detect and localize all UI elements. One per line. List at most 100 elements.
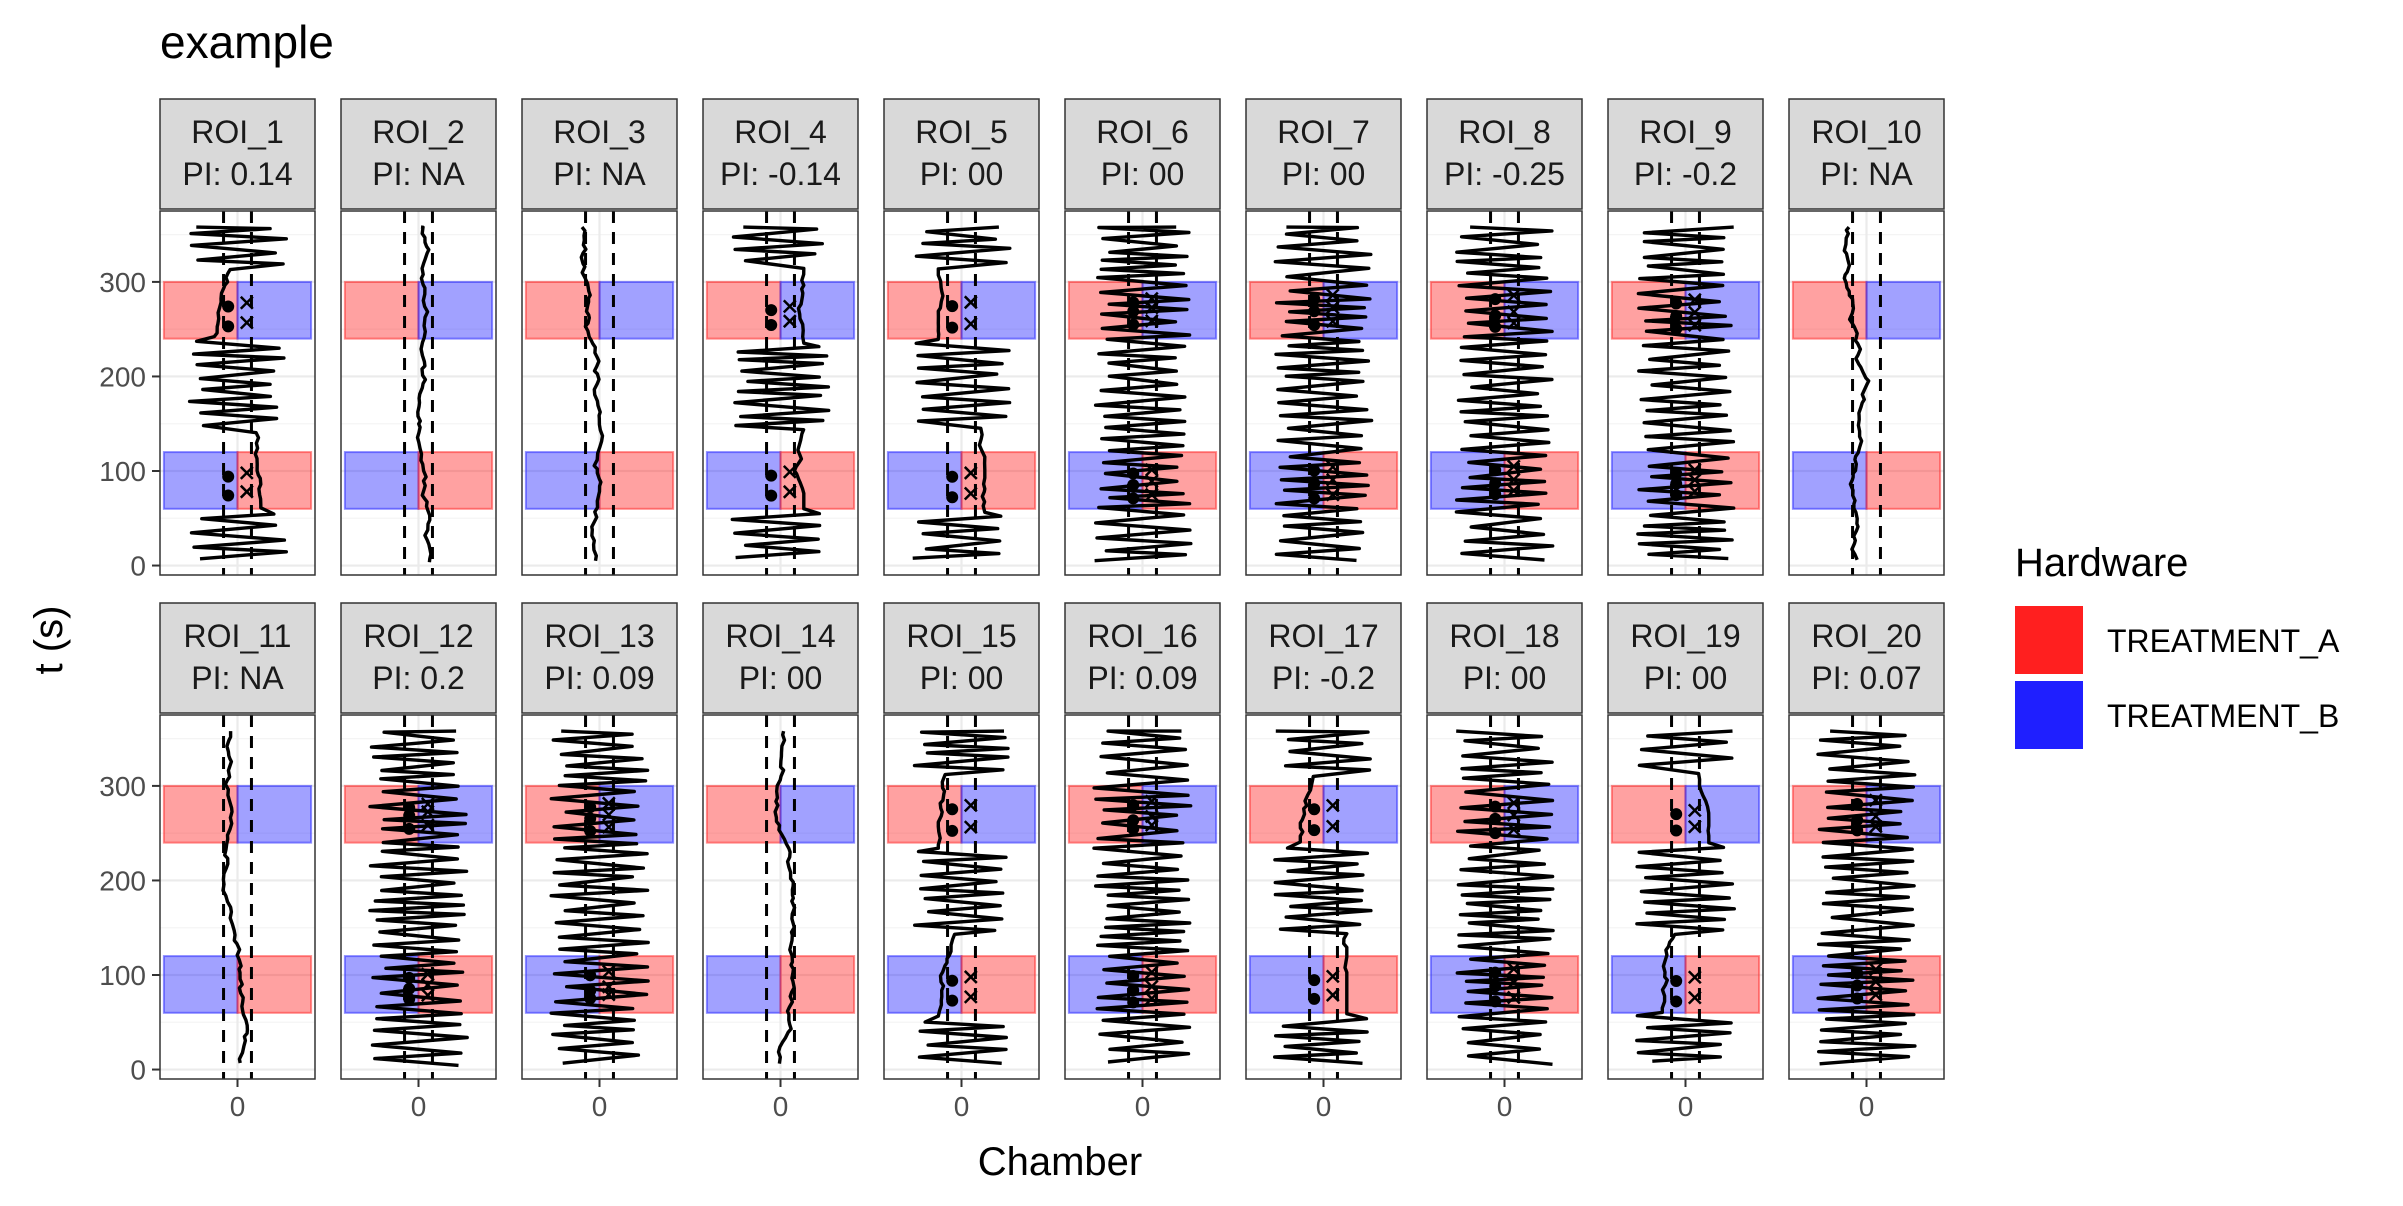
- event-dot-marker: [1670, 808, 1683, 821]
- stimulus-region: [236, 784, 313, 844]
- facet-panel: ROI_8 PI: -0.25: [1426, 98, 1583, 576]
- facet-strip: [1426, 602, 1583, 714]
- event-dot-marker: [1127, 984, 1140, 997]
- facet-strip: [1064, 602, 1221, 714]
- facet-strip: [1788, 602, 1945, 714]
- stimulus-region: [236, 280, 313, 340]
- event-dot-marker: [1127, 799, 1140, 812]
- trajectory-line: [368, 729, 469, 1068]
- facet-roi-label: ROI_17: [1268, 618, 1378, 654]
- trajectory-line: [1093, 225, 1193, 563]
- legend-key-treatment-b: [2015, 681, 2083, 749]
- event-cross-marker: [1868, 974, 1883, 989]
- stimulus-region: [779, 280, 856, 340]
- event-dot-marker: [1308, 292, 1321, 305]
- facet-pi-label: PI: 00: [739, 660, 823, 696]
- facet-strip: [340, 98, 497, 210]
- event-cross-marker: [1144, 809, 1159, 824]
- event-cross-marker: [1687, 462, 1702, 477]
- panel-border: [1607, 210, 1764, 576]
- event-dot-marker: [1127, 467, 1140, 480]
- event-dot-marker: [1308, 824, 1321, 837]
- panel-border: [1426, 210, 1583, 576]
- event-dot-marker: [946, 824, 959, 837]
- event-dot-marker: [1489, 320, 1502, 333]
- event-dot-marker: [222, 320, 235, 333]
- x-tick-label: 0: [1135, 1091, 1151, 1122]
- facet-strip: [702, 602, 859, 714]
- stimulus-region: [417, 280, 494, 340]
- event-cross-marker: [1506, 795, 1521, 810]
- x-tick-label: 0: [1497, 1091, 1513, 1122]
- event-cross-marker: [1506, 808, 1521, 822]
- event-dot-marker: [1670, 824, 1683, 837]
- event-cross-marker: [420, 967, 435, 981]
- panel-border: [883, 210, 1040, 576]
- event-cross-marker: [782, 314, 797, 329]
- event-cross-marker: [1506, 483, 1521, 498]
- trajectory-line: [1842, 226, 1871, 561]
- event-dot-marker: [1489, 477, 1502, 490]
- event-cross-marker: [1325, 472, 1340, 487]
- facet-roi-label: ROI_4: [734, 114, 826, 150]
- stimulus-region: [1684, 955, 1761, 1014]
- event-cross-marker: [782, 299, 797, 314]
- event-cross-marker: [601, 796, 616, 811]
- event-dot-marker: [222, 489, 235, 502]
- stimulus-region: [1865, 451, 1942, 510]
- facet-panel: ROI_10 PI: NA: [1788, 98, 1945, 576]
- event-dot-marker: [1127, 479, 1140, 492]
- event-cross-marker: [1144, 291, 1159, 306]
- event-dot-marker: [1670, 467, 1683, 480]
- event-cross-marker: [601, 820, 616, 835]
- event-cross-marker: [963, 970, 978, 984]
- facet-panel: ROI_16 PI: 0.09: [1064, 602, 1221, 1080]
- legend-label-treatment-a: TREATMENT_A: [2107, 623, 2340, 659]
- event-dot-marker: [1489, 464, 1502, 477]
- event-cross-marker: [782, 464, 797, 479]
- stimulus-region: [960, 955, 1037, 1014]
- event-dot-marker: [1127, 296, 1140, 309]
- facet-strip: [159, 602, 316, 714]
- y-tick-label: 200: [99, 361, 146, 392]
- facet-panel: ROI_7 PI: 00: [1245, 98, 1402, 576]
- facet-pi-label: PI: 0.09: [1087, 660, 1197, 696]
- event-dot-marker: [1308, 477, 1321, 490]
- facet-strip: [1607, 98, 1764, 210]
- facet-roi-label: ROI_10: [1811, 114, 1921, 150]
- event-dot-marker: [765, 304, 778, 317]
- event-dot-marker: [1308, 803, 1321, 816]
- event-dot-marker: [1308, 492, 1321, 505]
- panel-border: [1245, 210, 1402, 576]
- stimulus-region: [417, 451, 494, 510]
- facet-pi-label: PI: NA: [1820, 156, 1913, 192]
- y-tick-label: 100: [99, 456, 146, 487]
- panel-border: [1788, 210, 1945, 576]
- facet-panel: ROI_12 PI: 0.2: [340, 602, 497, 1080]
- chart-title: example: [160, 16, 334, 68]
- panel-border: [1064, 210, 1221, 576]
- event-dot-marker: [1670, 995, 1683, 1008]
- event-dot-marker: [403, 822, 416, 835]
- event-cross-marker: [963, 989, 978, 1004]
- event-cross-marker: [1325, 314, 1340, 329]
- event-dot-marker: [403, 801, 416, 814]
- y-axes: 0 100 200 300 0 100 200 300: [99, 267, 160, 1086]
- event-dot-marker: [1851, 824, 1864, 837]
- event-dot-marker: [946, 803, 959, 816]
- event-dot-marker: [946, 491, 959, 504]
- event-cross-marker: [963, 798, 978, 813]
- event-cross-marker: [1144, 462, 1159, 477]
- trajectory-line: [1455, 729, 1555, 1066]
- facet-panel: ROI_3 PI: NA: [521, 98, 678, 576]
- facet-panel: ROI_6 PI: 00: [1064, 98, 1221, 576]
- event-dot-marker: [584, 812, 597, 825]
- facet-panel: ROI_18 PI: 00: [1426, 602, 1583, 1080]
- facet-strip: [883, 602, 1040, 714]
- event-dot-marker: [765, 469, 778, 482]
- event-cross-marker: [1506, 472, 1521, 487]
- facet-pi-label: PI: 0.14: [182, 156, 292, 192]
- event-cross-marker: [1868, 793, 1883, 808]
- event-cross-marker: [1506, 304, 1521, 319]
- event-cross-marker: [239, 465, 254, 480]
